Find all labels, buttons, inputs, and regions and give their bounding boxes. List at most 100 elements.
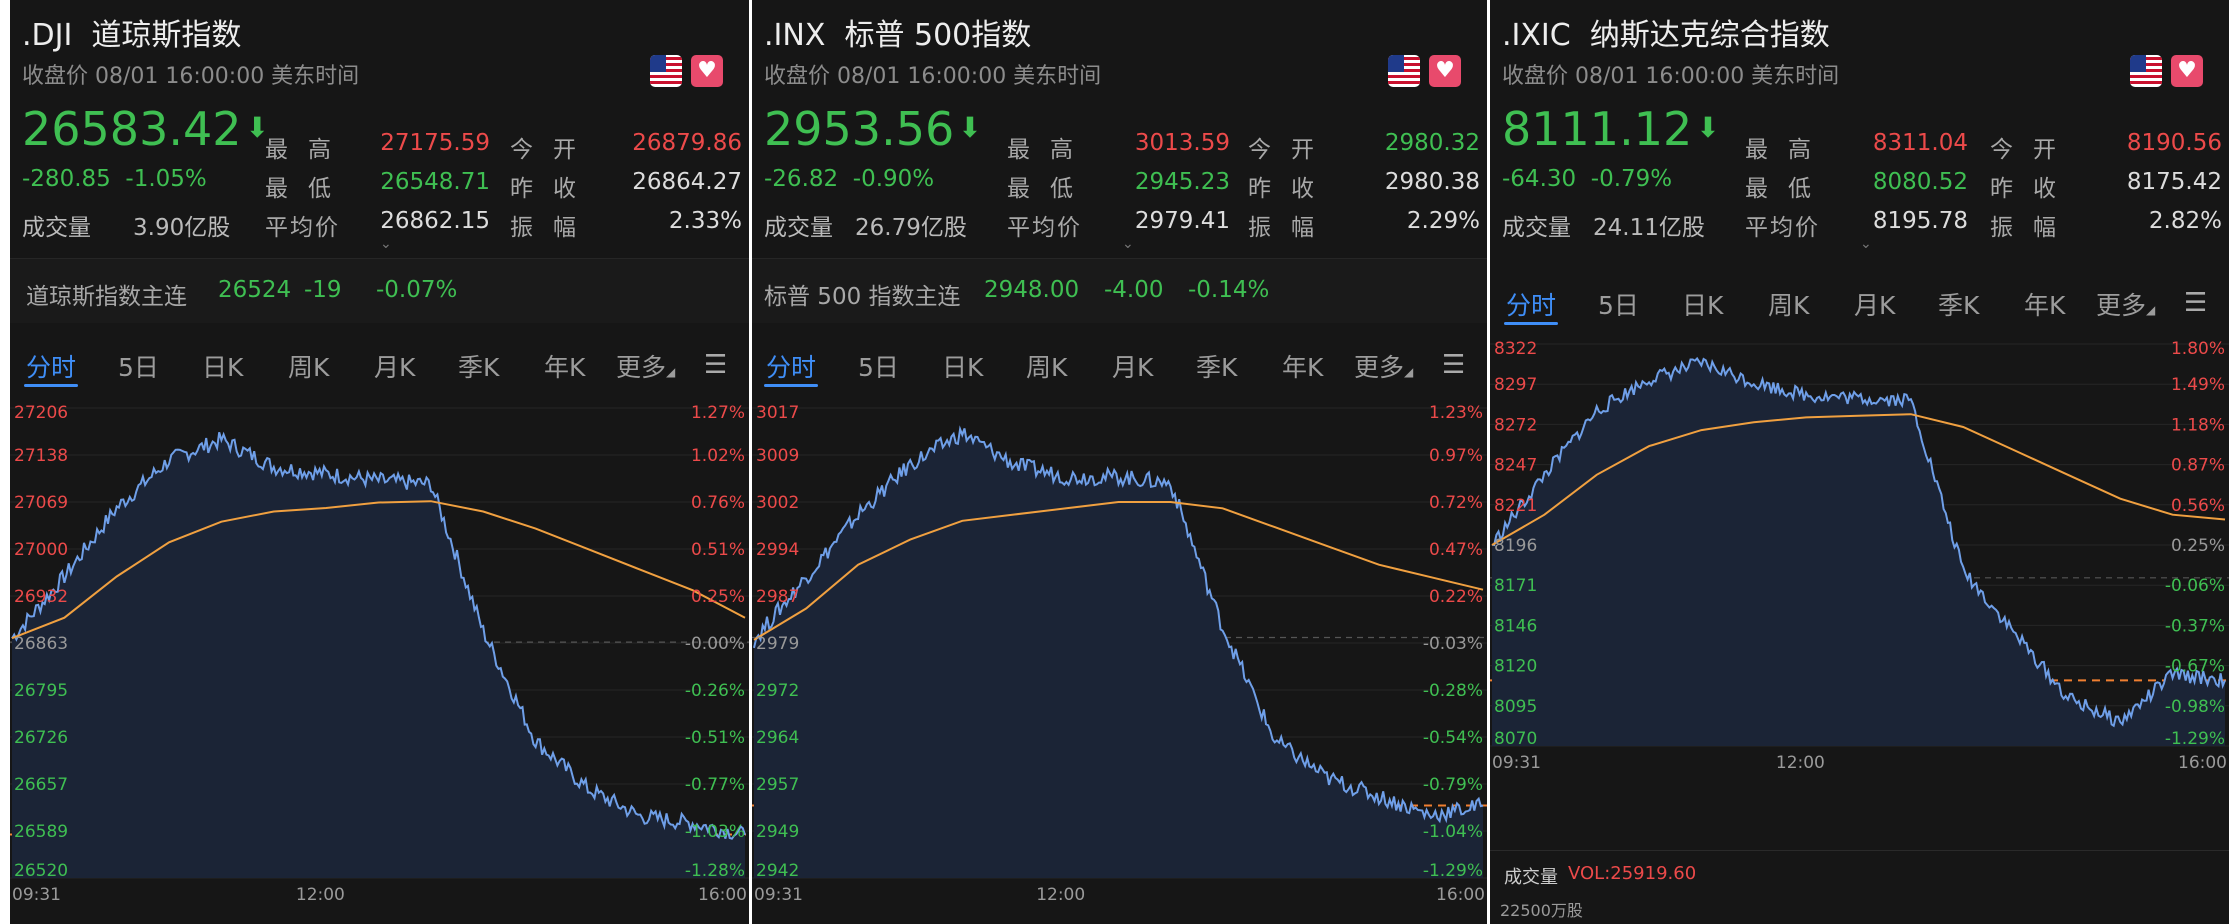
tab-intraday[interactable]: 分时: [26, 353, 77, 382]
index-name: 标普 500指数: [844, 18, 1032, 53]
symbol: .DJI: [22, 18, 73, 53]
pct-tick-label: -1.29%: [2165, 729, 2225, 749]
tab-5day[interactable]: 5日: [118, 353, 159, 382]
amplitude-label: 振幅: [1990, 215, 2076, 241]
y-tick-label: 2964: [756, 728, 799, 748]
chevron-down-icon[interactable]: ⌄: [380, 236, 392, 252]
prev-close-value: 2980.38: [1384, 169, 1480, 195]
futures-price: 2948.00: [984, 277, 1080, 303]
y-tick-label: 26863: [14, 634, 68, 654]
tab-intraday[interactable]: 分时: [1506, 291, 1557, 320]
low-label: 最低: [1745, 176, 1831, 202]
pct-tick-label: -0.79%: [1423, 775, 1483, 795]
heart-icon[interactable]: ♥: [1429, 55, 1461, 87]
prev-close-value: 8175.42: [2126, 169, 2222, 195]
price-change: -26.82 -0.90%: [764, 166, 935, 192]
y-tick-label: 26726: [14, 728, 68, 748]
y-tick-label: 3009: [756, 446, 799, 466]
price-change: -280.85 -1.05%: [22, 166, 207, 192]
chart-settings-icon[interactable]: ☰: [2184, 288, 2208, 318]
volume: 成交量 3.90亿股: [22, 215, 231, 241]
y-tick-label: 27138: [14, 446, 68, 466]
amplitude-label: 振幅: [1248, 215, 1334, 241]
volume: 成交量 24.11亿股: [1502, 215, 1705, 241]
tab-quarterly-k[interactable]: 季K: [458, 353, 500, 382]
tab-daily-k[interactable]: 日K: [202, 353, 244, 382]
y-tick-label: 26657: [14, 775, 68, 795]
tab-more[interactable]: 更多◢: [1354, 353, 1414, 382]
x-tick-label: 12:00: [1036, 885, 1085, 905]
tab-yearly-k[interactable]: 年K: [544, 353, 586, 382]
price-line: [11, 431, 746, 840]
tab-monthly-k[interactable]: 月K: [374, 353, 416, 382]
chart-settings-icon[interactable]: ☰: [704, 350, 728, 380]
tab-quarterly-k[interactable]: 季K: [1938, 291, 1980, 320]
x-tick-label: 12:00: [1776, 753, 1825, 773]
last-price: 2953.56 ⬇: [764, 102, 982, 156]
panel-title: .INX 标普 500指数: [764, 10, 1031, 54]
tab-yearly-k[interactable]: 年K: [1282, 353, 1324, 382]
pct-tick-label: -0.00%: [685, 634, 745, 654]
tab-more[interactable]: 更多◢: [2096, 291, 2156, 320]
symbol: .IXIC: [1502, 18, 1571, 53]
panel-title: .IXIC 纳斯达克综合指数: [1502, 10, 1830, 54]
tab-weekly-k[interactable]: 周K: [288, 353, 330, 382]
pct-tick-label: -0.03%: [1423, 634, 1483, 654]
tab-5day[interactable]: 5日: [858, 353, 899, 382]
chevron-down-icon[interactable]: ⌄: [1860, 236, 1872, 252]
avg-value: 8195.78: [1872, 208, 1968, 234]
futures-row[interactable]: 标普 500 指数主连 2948.00 -4.00 -0.14%: [752, 258, 1487, 323]
pct-tick-label: 0.25%: [2171, 536, 2225, 556]
panel-inx: .INX 标普 500指数 收盘价 08/01 16:00:00 美东时间 ♥ …: [752, 0, 1487, 924]
tab-intraday[interactable]: 分时: [766, 353, 817, 382]
low-value: 26548.71: [380, 169, 490, 195]
y-tick-label: 8120: [1494, 657, 1537, 677]
futures-name: 标普 500 指数主连: [764, 284, 961, 310]
tab-yearly-k[interactable]: 年K: [2024, 291, 2066, 320]
active-tab-indicator: [764, 384, 818, 387]
tab-quarterly-k[interactable]: 季K: [1196, 353, 1238, 382]
tab-weekly-k[interactable]: 周K: [1026, 353, 1068, 382]
futures-price: 26524: [218, 277, 292, 303]
tab-5day[interactable]: 5日: [1598, 291, 1639, 320]
tab-more[interactable]: 更多◢: [616, 353, 676, 382]
prev-close-label: 昨收: [1248, 176, 1334, 202]
pct-tick-label: -0.67%: [2165, 657, 2225, 677]
index-name: 纳斯达克综合指数: [1589, 18, 1830, 53]
x-tick-label: 09:31: [754, 885, 803, 905]
open-label: 今开: [510, 137, 596, 163]
price-area: [1492, 358, 2225, 746]
pct-tick-label: 0.22%: [1429, 587, 1483, 607]
high-label: 最高: [265, 137, 351, 163]
volume-panel: 成交量 VOL:25919.60 22500万股: [1490, 850, 2229, 924]
volume-panel-label: 成交量: [1504, 867, 1558, 888]
tab-monthly-k[interactable]: 月K: [1854, 291, 1896, 320]
us-flag-icon: [650, 55, 682, 87]
heart-icon[interactable]: ♥: [691, 55, 723, 87]
pct-tick-label: -0.26%: [685, 681, 745, 701]
y-tick-label: 2949: [756, 822, 799, 842]
tab-monthly-k[interactable]: 月K: [1112, 353, 1154, 382]
high-value: 3013.59: [1134, 130, 1230, 156]
y-tick-label: 8171: [1494, 576, 1537, 596]
price-area: [12, 432, 745, 878]
tab-weekly-k[interactable]: 周K: [1768, 291, 1810, 320]
pct-tick-label: 0.87%: [2171, 456, 2225, 476]
tab-daily-k[interactable]: 日K: [942, 353, 984, 382]
last-price: 26583.42 ⬇: [22, 102, 269, 156]
chart-settings-icon[interactable]: ☰: [1442, 350, 1466, 380]
futures-change: -4.00: [1104, 277, 1164, 303]
y-tick-label: 27069: [14, 493, 68, 513]
timeframe-tabs: 分时 5日 日K 周K 月K 季K 年K 更多◢ ☰: [10, 336, 749, 392]
pct-tick-label: 1.02%: [691, 446, 745, 466]
open-value: 8190.56: [2126, 130, 2222, 156]
active-tab-indicator: [24, 384, 78, 387]
heart-icon[interactable]: ♥: [2171, 55, 2203, 87]
y-tick-label: 2994: [756, 540, 799, 560]
futures-row[interactable]: 道琼斯指数主连 26524 -19 -0.07%: [10, 258, 749, 323]
index-name: 道琼斯指数: [91, 18, 242, 53]
chevron-down-icon[interactable]: ⌄: [1122, 236, 1134, 252]
price-line: [1491, 356, 2226, 728]
tab-daily-k[interactable]: 日K: [1682, 291, 1724, 320]
timeframe-tabs: 分时 5日 日K 周K 月K 季K 年K 更多◢ ☰: [1490, 274, 2229, 330]
